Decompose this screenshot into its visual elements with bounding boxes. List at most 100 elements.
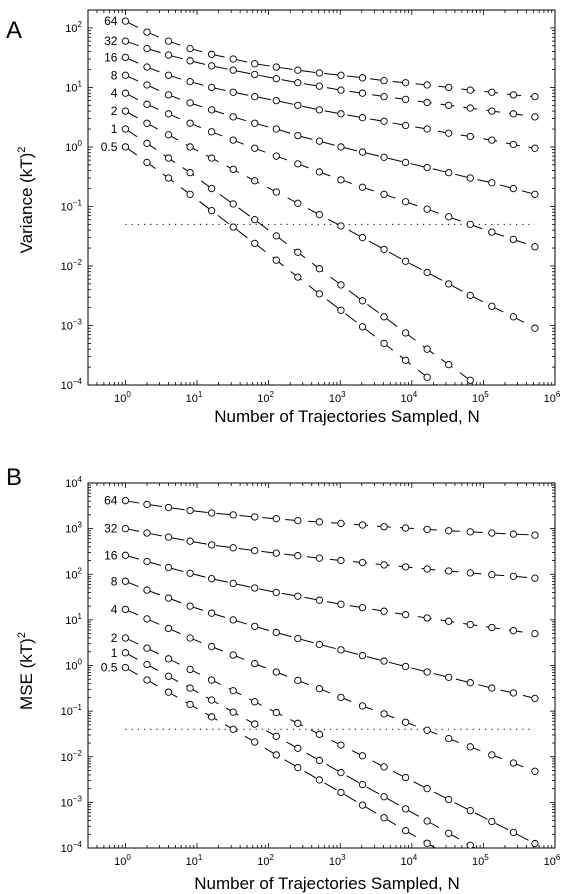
- data-point: [186, 99, 194, 107]
- data-point: [272, 668, 280, 676]
- y-tick-label: 101: [65, 79, 82, 94]
- data-point: [207, 609, 216, 617]
- data-point: [272, 188, 280, 196]
- data-point: [531, 767, 539, 775]
- data-point: [121, 53, 130, 62]
- data-point: [380, 76, 388, 85]
- data-point: [358, 702, 367, 710]
- data-point: [488, 623, 496, 632]
- data-point: [229, 579, 237, 588]
- data-point: [531, 324, 539, 332]
- data-point: [315, 290, 324, 298]
- data-point: [532, 459, 538, 465]
- data-point: [143, 615, 151, 623]
- data-point: [272, 256, 280, 264]
- data-point: [315, 137, 324, 145]
- data-point: [489, 878, 495, 884]
- data-point: [294, 516, 302, 525]
- y-axis-label-text: MSE (kT): [17, 638, 36, 710]
- data-point: [207, 154, 216, 162]
- y-axis-label: MSE (kT)2: [16, 632, 36, 710]
- data-point: [207, 83, 216, 92]
- axes-frame: [87, 9, 556, 386]
- data-point: [164, 655, 173, 663]
- data-point: [401, 95, 410, 104]
- data-point: [401, 257, 410, 265]
- data-point: [186, 143, 194, 151]
- data-point: [121, 605, 130, 614]
- y-tick-label: 10−2: [61, 749, 83, 764]
- data-point: [272, 96, 280, 105]
- data-point: [380, 561, 388, 569]
- data-point: [466, 743, 474, 751]
- x-tick-label: 105: [472, 853, 489, 868]
- data-point: [531, 839, 539, 848]
- data-point: [272, 63, 280, 71]
- data-point: [315, 69, 324, 77]
- data-point: [207, 713, 216, 721]
- x-tick-label: 106: [544, 390, 561, 405]
- data-point: [229, 165, 237, 174]
- data-point: [401, 805, 410, 813]
- data-point: [251, 738, 259, 746]
- data-point: [337, 110, 345, 118]
- data-point: [143, 44, 151, 53]
- curve-label: 4: [111, 602, 118, 616]
- curve-label: 1: [111, 646, 118, 660]
- data-point: [509, 759, 518, 767]
- data-point: [294, 676, 302, 685]
- data-point: [186, 506, 194, 515]
- data-point: [121, 71, 130, 79]
- data-point: [488, 228, 496, 236]
- y-axis-label: Variance (kT)2: [16, 147, 36, 254]
- data-point: [445, 83, 453, 92]
- data-point: [401, 563, 410, 571]
- data-point: [121, 649, 130, 657]
- data-point: [337, 768, 345, 777]
- data-point: [164, 533, 173, 541]
- data-point: [272, 75, 280, 83]
- data-point: [251, 239, 259, 247]
- data-point: [532, 425, 538, 431]
- data-point: [164, 37, 173, 45]
- data-point: [445, 280, 453, 288]
- data-point: [294, 634, 302, 643]
- data-point: [143, 100, 151, 108]
- data-point: [380, 523, 388, 531]
- fit-line-0.5: [125, 667, 437, 848]
- data-point: [337, 86, 345, 94]
- data-point: [401, 773, 410, 782]
- data-point: [488, 88, 496, 96]
- data-point: [401, 524, 410, 532]
- data-point: [121, 577, 130, 585]
- data-point: [423, 525, 431, 534]
- data-point: [423, 726, 431, 734]
- data-point: [337, 71, 345, 79]
- fit-line-16: [125, 554, 535, 635]
- data-point: [207, 541, 216, 549]
- data-point: [531, 531, 539, 539]
- data-point: [315, 596, 324, 604]
- data-point: [186, 78, 194, 86]
- data-point: [401, 158, 410, 167]
- curve-label: 2: [111, 104, 118, 118]
- data-point: [423, 163, 431, 172]
- x-tick-label: 100: [114, 390, 131, 405]
- data-point: [423, 614, 431, 622]
- x-tick-label: 101: [186, 390, 203, 405]
- data-point: [337, 306, 345, 314]
- data-point: [509, 828, 518, 837]
- data-point: [251, 698, 259, 706]
- data-point: [229, 223, 237, 231]
- data-point: [251, 513, 259, 521]
- data-point: [337, 600, 345, 608]
- data-point: [358, 233, 367, 242]
- data-point: [466, 132, 474, 141]
- data-point: [488, 302, 496, 310]
- data-point: [272, 628, 280, 637]
- data-point: [509, 313, 518, 321]
- data-point: [186, 537, 194, 545]
- curve-label: 0.5: [101, 140, 118, 154]
- data-point: [229, 687, 237, 695]
- data-point: [423, 98, 431, 107]
